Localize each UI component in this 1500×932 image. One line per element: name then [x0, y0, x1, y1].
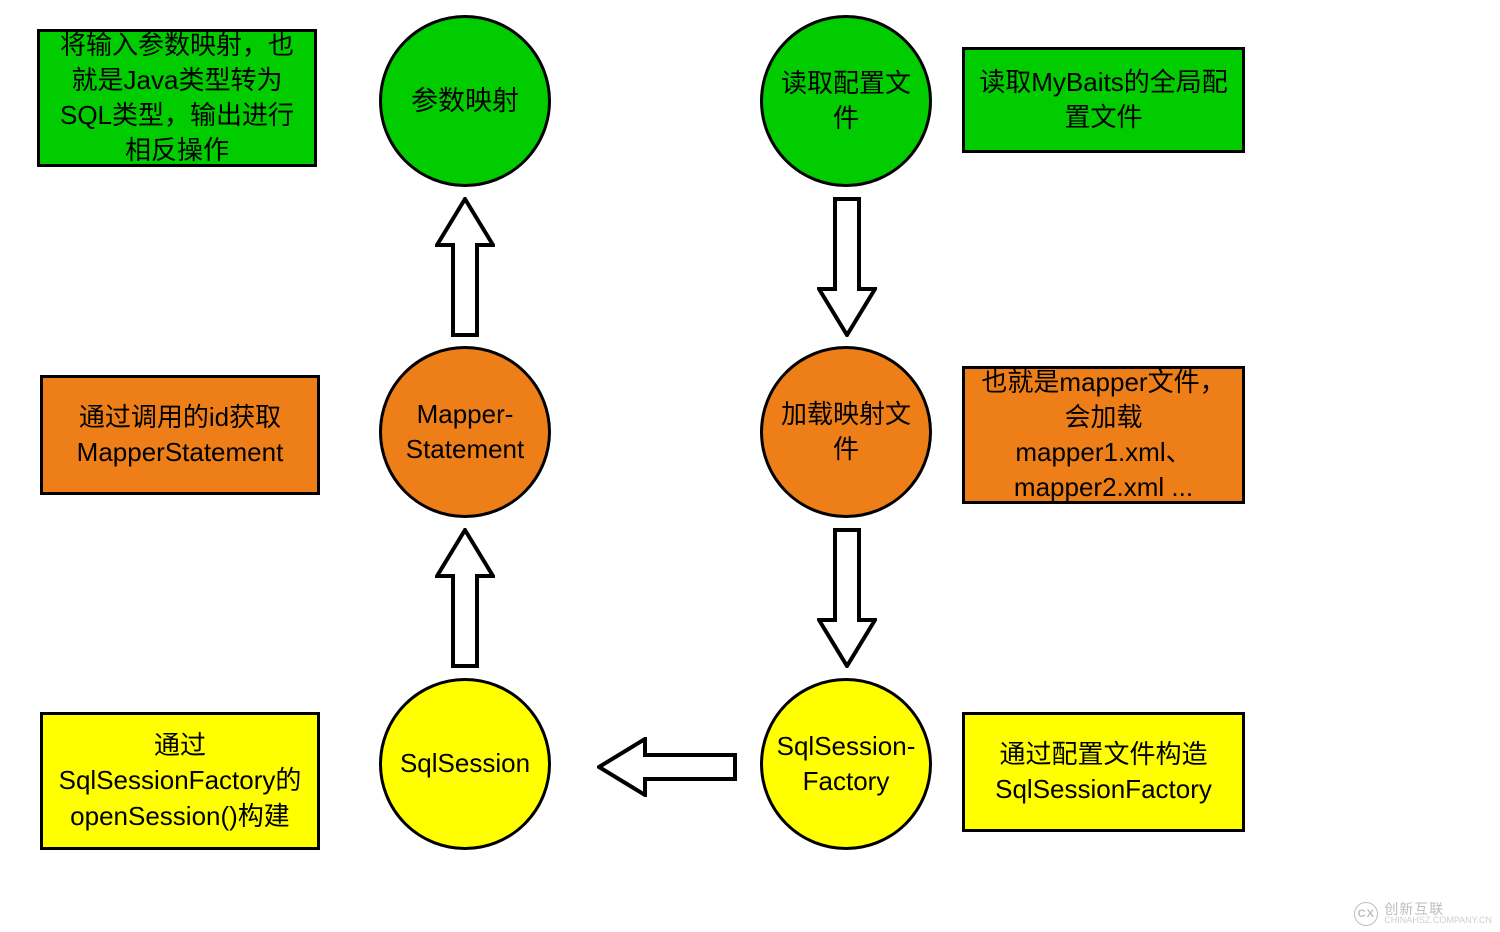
- node-load-mapping: 加载映射文件: [760, 346, 932, 518]
- node-read-config: 读取配置文件: [760, 15, 932, 187]
- watermark: CX 创新互联 CHINAHSZ.COMPANY.CN: [1354, 902, 1492, 926]
- flowchart-canvas: 将输入参数映射，也 就是Java类型转为 SQL类型，输出进行 相反操作 参数映…: [0, 0, 1500, 932]
- desc-sql-session-factory: 通过配置文件构造 SqlSessionFactory: [962, 712, 1245, 832]
- arrow-left-factory-to-session: [597, 737, 737, 797]
- node-sql-session: SqlSession: [379, 678, 551, 850]
- arrow-down-load-to-factory: [817, 528, 877, 668]
- watermark-logo-icon: CX: [1354, 902, 1378, 926]
- arrow-up-mapper-to-param: [435, 197, 495, 337]
- node-sql-session-factory: SqlSession- Factory: [760, 678, 932, 850]
- desc-mapper-statement: 通过调用的id获取 MapperStatement: [40, 375, 320, 495]
- node-mapper-statement: Mapper- Statement: [379, 346, 551, 518]
- desc-sql-session: 通过 SqlSessionFactory的 openSession()构建: [40, 712, 320, 850]
- node-param-mapping: 参数映射: [379, 15, 551, 187]
- desc-param-mapping: 将输入参数映射，也 就是Java类型转为 SQL类型，输出进行 相反操作: [37, 29, 317, 167]
- desc-read-config: 读取MyBaits的全局配 置文件: [962, 47, 1245, 153]
- arrow-down-read-to-load: [817, 197, 877, 337]
- arrow-up-session-to-mapper: [435, 528, 495, 668]
- watermark-sub: CHINAHSZ.COMPANY.CN: [1384, 916, 1492, 926]
- desc-load-mapping: 也就是mapper文件， 会加载 mapper1.xml、 mapper2.xm…: [962, 366, 1245, 504]
